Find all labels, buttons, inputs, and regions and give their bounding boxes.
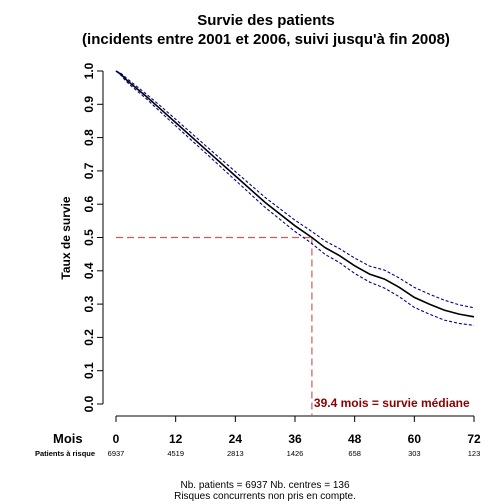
at-risk-label: Patients à risque — [35, 449, 95, 458]
y-tick-label: 0.7 — [82, 162, 96, 179]
chart-title: Survie des patients — [197, 12, 335, 29]
at-risk-values: 6937 4519 2813 1426 658 303 123 — [108, 449, 481, 458]
at-risk-value: 123 — [468, 449, 481, 458]
plot-area: 0.0 0.1 0.2 0.3 0.4 0.5 0.6 0.7 0.8 0.9 1.0 0 12 24 36… — [82, 62, 481, 446]
at-risk-value: 4519 — [167, 449, 184, 458]
at-risk-value: 658 — [348, 449, 361, 458]
x-tick-label: 0 — [113, 432, 120, 446]
at-risk-value: 2813 — [227, 449, 244, 458]
at-risk-value: 6937 — [108, 449, 125, 458]
y-tick-label: 0.6 — [82, 196, 96, 213]
median-annotation: 39.4 mois = survie médiane — [314, 396, 470, 410]
y-tick-label: 0.1 — [82, 362, 96, 379]
at-risk-value: 303 — [408, 449, 421, 458]
y-tick-label: 0.9 — [82, 96, 96, 113]
y-axis-label: Taux de survie — [59, 196, 73, 279]
x-tick-label: 72 — [467, 432, 481, 446]
y-tick-label: 0.2 — [82, 329, 96, 346]
y-tick-label: 1.0 — [82, 62, 96, 79]
series-upper-ci — [115, 70, 475, 309]
at-risk-value: 1426 — [287, 449, 304, 458]
x-tick-label: 48 — [348, 432, 362, 446]
x-axis-label: Mois — [53, 431, 83, 446]
x-tick-label: 12 — [169, 432, 183, 446]
y-tick-label: 0.0 — [82, 395, 96, 412]
footer-note: Risques concurrents non pris en compte. — [174, 491, 356, 502]
y-tick-label: 0.8 — [82, 129, 96, 146]
y-tick-label: 0.3 — [82, 295, 96, 312]
y-tick-label: 0.4 — [82, 262, 96, 279]
y-tick-label: 0.5 — [82, 229, 96, 246]
footer-counts: Nb. patients = 6937 Nb. centres = 136 — [181, 480, 350, 491]
chart-subtitle: (incidents entre 2001 et 2006, suivi jus… — [82, 31, 450, 48]
series-estimate — [115, 70, 475, 318]
x-tick-label: 36 — [288, 432, 302, 446]
x-tick-label: 60 — [408, 432, 422, 446]
x-tick-label: 24 — [229, 432, 243, 446]
series-lower-ci — [115, 70, 475, 326]
